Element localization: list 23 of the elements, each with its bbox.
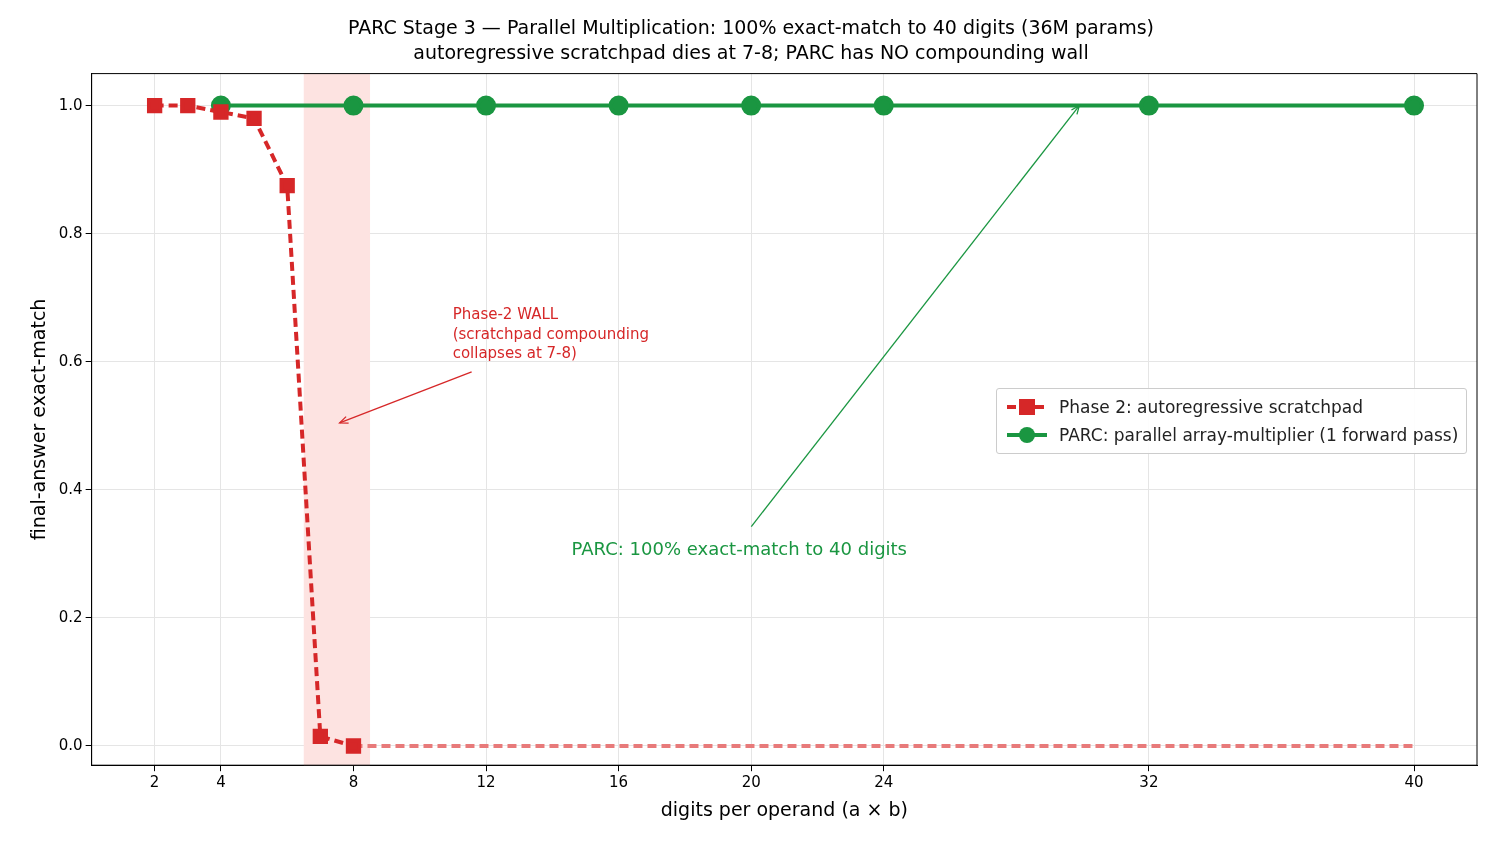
y-tick-label: 0.4: [58, 479, 83, 498]
x-tick-label: 12: [476, 773, 496, 792]
x-tick-label: 20: [741, 773, 761, 792]
x-tick-label: 4: [216, 773, 226, 792]
legend-label: PARC: parallel array-multiplier (1 forward pass): [1059, 425, 1459, 446]
chart-subtitle: autoregressive scratchpad dies at 7-8; PARC has NO compounding wall: [413, 41, 1089, 64]
y-tick-label: 0.2: [58, 607, 83, 626]
legend-label: Phase 2: autoregressive scratchpad: [1059, 397, 1364, 418]
x-tick-label: 16: [609, 773, 629, 792]
x-tick-label: 40: [1404, 773, 1424, 792]
y-tick-label: 1.0: [58, 95, 83, 114]
annotation: PARC: 100% exact-match to 40 digits: [571, 538, 907, 560]
x-tick-label: 2: [149, 773, 160, 792]
annotation: Phase-2 WALL (scratchpad compounding collapses at 7-8): [452, 305, 650, 363]
y-tick-label: 0.6: [58, 351, 83, 370]
x-tick-label: 24: [874, 773, 894, 792]
y-tick-label: 0.8: [58, 223, 83, 242]
y-tick-label: 0.0: [58, 735, 83, 754]
x-axis-title: digits per operand (a × b): [660, 797, 908, 820]
y-axis-title: final-answer exact-match: [27, 298, 50, 541]
x-tick-label: 32: [1139, 773, 1159, 792]
x-tick-label: 8: [348, 773, 359, 792]
chart-title: PARC Stage 3 — Parallel Multiplication: 100% exact-match to 40 digits (36M params): [347, 16, 1155, 39]
